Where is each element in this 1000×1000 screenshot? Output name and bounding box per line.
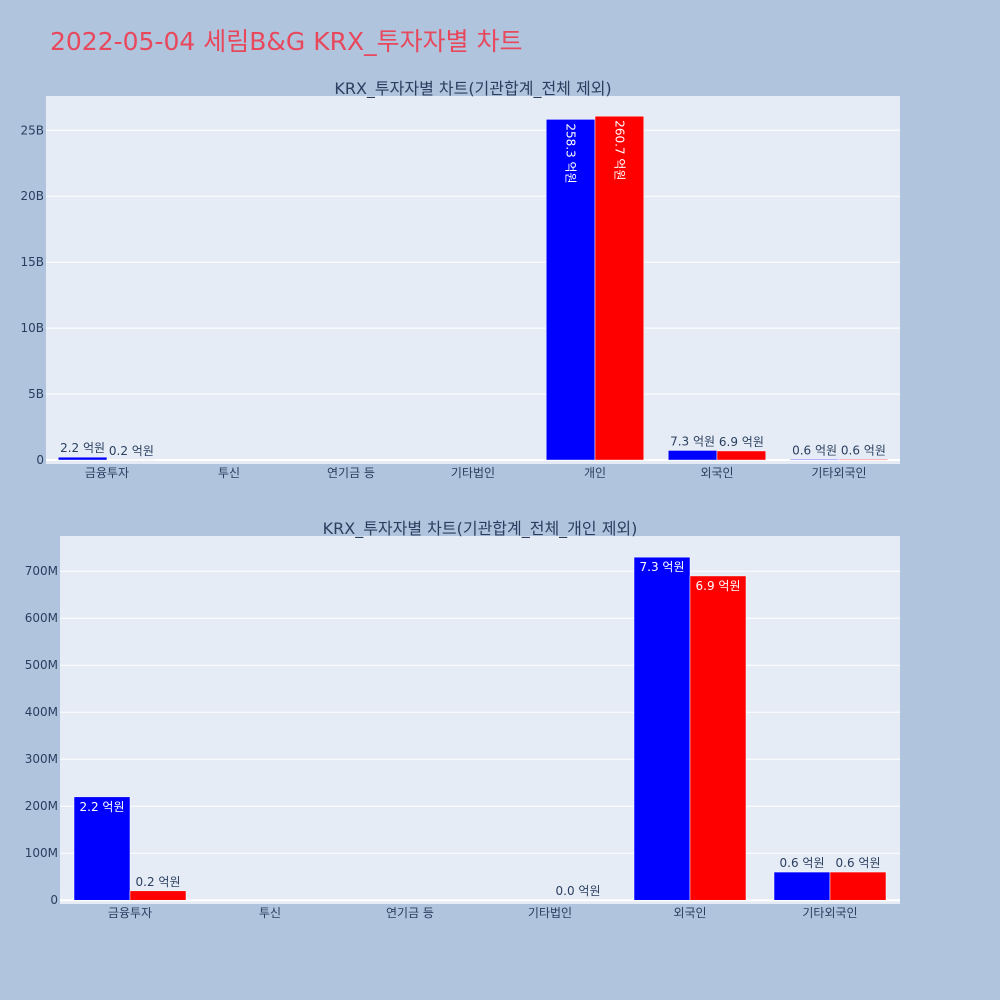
x-tick-label: 기타외국인 <box>811 466 866 480</box>
x-tick-label: 기타법인 <box>451 466 495 480</box>
x-tick-label: 외국인 <box>673 906 706 920</box>
bar <box>73 796 131 901</box>
chart-1: 0 5B 10B 15B 20B 25B KRX_투자자별 차트(기관합계_전체 제외) 금융… <box>20 79 900 480</box>
x-tick-label: 기타외국인 <box>802 906 857 920</box>
y-tick-label: 10B <box>20 321 44 335</box>
y-tick-label: 25B <box>20 123 44 137</box>
y-tick-label: 0 <box>50 893 58 907</box>
data-label: 0.0 억원 <box>556 884 601 898</box>
data-label: 0.2 억원 <box>109 444 154 458</box>
data-label: 6.9 억원 <box>719 435 764 449</box>
x-tick-label: 금융투자 <box>108 906 152 920</box>
data-label: 2.2 억원 <box>60 441 105 455</box>
chart-title: KRX_투자자별 차트(기관합계_전체 제외) <box>334 79 611 99</box>
bar <box>129 890 187 901</box>
x-tick-label: 기타법인 <box>528 906 572 920</box>
page-title: 2022-05-04 세림B&G KRX_투자자별 차트 <box>50 27 523 56</box>
y-tick-label: 100M <box>25 846 58 860</box>
y-tick-label: 0 <box>36 453 44 467</box>
plot-area <box>60 536 900 904</box>
x-tick-label: 금융투자 <box>85 466 129 480</box>
data-label: 0.6 억원 <box>836 856 881 870</box>
bar <box>789 459 840 461</box>
x-tick-label: 투신 <box>218 466 240 480</box>
bar <box>57 456 108 461</box>
bar <box>594 115 645 461</box>
y-tick-label: 300M <box>25 752 58 766</box>
data-label: 258.3 억원 <box>564 123 578 183</box>
x-tick-label: 연기금 등 <box>327 466 375 480</box>
y-tick-label: 400M <box>25 705 58 719</box>
bar <box>829 871 887 901</box>
data-label: 0.6 억원 <box>780 856 825 870</box>
plot-area <box>46 96 900 464</box>
x-tick-label: 연기금 등 <box>386 906 434 920</box>
chart-2: 0 100M 200M 300M 400M 500M 600M 700M KRX_투자자별 차트… <box>25 519 900 920</box>
y-tick-label: 700M <box>25 564 58 578</box>
bar <box>716 450 767 461</box>
data-label: 0.6 억원 <box>841 443 886 457</box>
y-tick-label: 15B <box>20 255 44 269</box>
y-tick-label: 20B <box>20 189 44 203</box>
chart-title: KRX_투자자별 차트(기관합계_전체_개인 제외) <box>323 519 638 539</box>
bar <box>667 450 718 461</box>
data-label: 260.7 억원 <box>612 120 626 180</box>
bar <box>689 575 747 901</box>
data-label: 0.2 억원 <box>136 875 181 889</box>
data-label: 7.3 억원 <box>640 560 685 574</box>
bar <box>633 556 691 901</box>
y-tick-label: 200M <box>25 799 58 813</box>
bar <box>773 871 831 901</box>
bar <box>838 459 889 461</box>
x-tick-label: 외국인 <box>700 466 733 480</box>
y-tick-label: 500M <box>25 658 58 672</box>
data-label: 2.2 억원 <box>80 800 125 814</box>
data-label: 0.6 억원 <box>792 443 837 457</box>
x-tick-label: 투신 <box>259 906 281 920</box>
x-tick-label: 개인 <box>584 466 606 480</box>
y-tick-label: 600M <box>25 611 58 625</box>
data-label: 7.3 억원 <box>670 434 715 448</box>
data-label: 6.9 억원 <box>696 579 741 593</box>
y-tick-label: 5B <box>28 387 44 401</box>
